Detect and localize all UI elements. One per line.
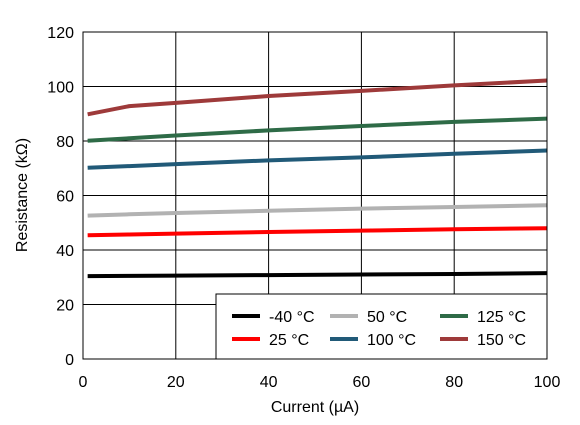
y-tick-label: 120 xyxy=(47,25,74,42)
x-tick-label: 20 xyxy=(167,374,185,391)
legend-label-3: 100 °C xyxy=(367,332,416,349)
x-tick-label: 0 xyxy=(79,374,88,391)
y-axis-ticks: 0 20 40 60 80 100 120 xyxy=(47,25,74,369)
series-line-3 xyxy=(87,148,548,170)
legend-label-5: 150 °C xyxy=(477,332,526,349)
legend-box xyxy=(215,293,548,360)
x-tick-label: 60 xyxy=(353,374,371,391)
x-tick-label: 100 xyxy=(534,374,561,391)
y-tick-label: 100 xyxy=(47,80,74,97)
x-tick-label: 40 xyxy=(260,374,278,391)
series-line-4 xyxy=(87,116,548,143)
legend-label-4: 125 °C xyxy=(477,309,526,326)
y-tick-label: 40 xyxy=(56,243,74,260)
series-line-1 xyxy=(87,226,548,238)
x-axis-ticks: 0 20 40 60 80 100 xyxy=(79,374,561,391)
y-tick-label: 80 xyxy=(56,134,74,151)
series-lines xyxy=(87,78,548,279)
series-line-2 xyxy=(87,203,548,218)
x-axis-title: Current (µA) xyxy=(271,399,359,416)
y-tick-label: 20 xyxy=(56,298,74,315)
legend-label-0: -40 °C xyxy=(269,309,315,326)
legend: -40 °C 25 °C 50 °C 100 °C 125 °C 150 °C xyxy=(215,293,548,360)
y-tick-label: 60 xyxy=(56,189,74,206)
y-axis-title: Resistance (kΩ) xyxy=(14,138,31,252)
legend-label-1: 25 °C xyxy=(269,332,309,349)
series-line-5 xyxy=(87,78,548,117)
x-tick-label: 80 xyxy=(445,374,463,391)
y-tick-label: 0 xyxy=(65,352,74,369)
legend-label-2: 50 °C xyxy=(367,309,407,326)
series-line-0 xyxy=(87,271,548,279)
